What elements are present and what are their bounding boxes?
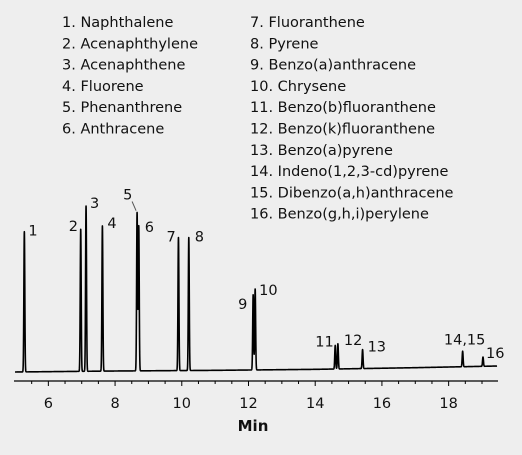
- x-tick-label-8: 8: [110, 396, 119, 412]
- peak-label-10: 10: [259, 283, 277, 299]
- x-tick-label-16: 16: [373, 396, 391, 412]
- peak-label-6: 6: [145, 220, 154, 236]
- peak-5-leader-line: [131, 201, 137, 211]
- legend-entry-9-benzo-a-anthracene: 9. Benzo(a)anthracene: [250, 58, 416, 74]
- x-tick-label-18: 18: [439, 396, 457, 412]
- legend-entry-3-acenaphthene: 3. Acenaphthene: [62, 58, 185, 74]
- peak-label-12: 12: [344, 333, 362, 349]
- legend-entry-14-indeno-1-2-3-cd-pyrene: 14. Indeno(1,2,3-cd)pyrene: [250, 164, 448, 180]
- legend-entry-1-naphthalene: 1. Naphthalene: [62, 15, 173, 31]
- peak-label-7: 7: [166, 230, 175, 246]
- x-tick-label-14: 14: [306, 396, 324, 412]
- peak-label-3: 3: [90, 196, 99, 212]
- legend-entry-13-benzo-a-pyrene: 13. Benzo(a)pyrene: [250, 143, 393, 159]
- peak-label-14-15: 14,15: [444, 332, 486, 348]
- legend-entry-12-benzo-k-fluoranthene: 12. Benzo(k)fluoranthene: [250, 122, 435, 138]
- x-tick-label-10: 10: [173, 396, 191, 412]
- x-tick-label-6: 6: [44, 396, 53, 412]
- legend-entry-15-dibenzo-a-h-anthracene: 15. Dibenzo(a,h)anthracene: [250, 185, 454, 201]
- peak-label-16: 16: [486, 346, 504, 362]
- legend-entry-16-benzo-g-h-i-perylene: 16. Benzo(g,h,i)perylene: [250, 207, 429, 223]
- legend-entry-7-fluoranthene: 7. Fluoranthene: [250, 15, 365, 31]
- x-tick-label-12: 12: [239, 396, 257, 412]
- legend-entry-5-phenanthrene: 5. Phenanthrene: [62, 100, 182, 116]
- chromatogram-trace: [14, 205, 498, 373]
- x-axis: 6 8 10 12 14 16 18 Min: [14, 380, 498, 435]
- x-axis-title: Min: [238, 417, 269, 435]
- peak-label-2: 2: [69, 219, 78, 235]
- legend-entry-8-pyrene: 8. Pyrene: [250, 36, 319, 52]
- legend-entry-10-chrysene: 10. Chrysene: [250, 79, 346, 95]
- peak-label-4: 4: [107, 216, 116, 232]
- legend-entry-11-benzo-b-fluoranthene: 11. Benzo(b)fluoranthene: [250, 100, 436, 116]
- peak-label-11: 11: [315, 334, 333, 350]
- peak-label-13: 13: [368, 340, 386, 356]
- legend-entry-2-acenaphthylene: 2. Acenaphthylene: [62, 36, 198, 52]
- legend: 1. Naphthalene 2. Acenaphthylene 3. Acenap…: [62, 15, 454, 223]
- peak-label-9: 9: [238, 297, 247, 313]
- peak-label-8: 8: [195, 230, 204, 246]
- legend-entry-4-fluorene: 4. Fluorene: [62, 79, 144, 95]
- trace-layer: [14, 205, 498, 373]
- peak-label-5: 5: [123, 188, 132, 204]
- legend-entry-6-anthracene: 6. Anthracene: [62, 122, 164, 138]
- peak-label-1: 1: [28, 224, 37, 240]
